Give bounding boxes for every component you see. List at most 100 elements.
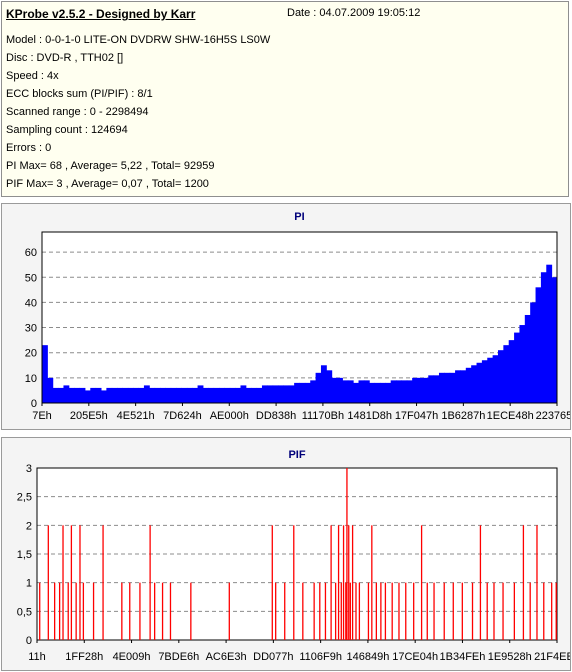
- pi-bar: [213, 387, 220, 403]
- pi-bar: [310, 380, 317, 403]
- pi-bar: [449, 372, 456, 403]
- pi-bar: [438, 372, 445, 403]
- pi-bar: [165, 387, 172, 403]
- pi-bar: [294, 382, 300, 403]
- x-tick-label: 7D624h: [163, 410, 202, 422]
- app-title: KProbe v2.5.2 - Designed by Karr: [6, 7, 196, 21]
- x-tick-label: 1FF28h: [65, 651, 103, 663]
- y-tick-label: 50: [25, 272, 37, 284]
- y-tick-label: 1,5: [17, 549, 32, 561]
- pi-chart-panel: PI 0 10 20 30 40 50 60 7Eh 205E5h 4E521h 7D624h AE00…: [1, 203, 571, 430]
- pi-bar: [428, 375, 435, 403]
- info-disc: Disc : DVD-R , TTH02 []: [6, 52, 124, 64]
- pi-bar: [481, 360, 488, 403]
- pi-bar: [519, 325, 526, 403]
- y-tick-label: 60: [25, 247, 37, 259]
- pi-bar: [272, 385, 279, 403]
- pi-bar: [68, 387, 75, 403]
- x-tick-label: DD077h: [253, 651, 293, 663]
- y-tick-label: 2: [26, 520, 32, 532]
- pi-bar: [278, 385, 284, 403]
- pi-bar: [374, 382, 381, 403]
- pi-bar: [363, 380, 370, 403]
- x-tick-label: 17F047h: [395, 410, 438, 422]
- info-errors: Errors : 0: [6, 142, 52, 154]
- pi-bar: [138, 387, 145, 403]
- pi-bar: [176, 387, 182, 403]
- pi-bar: [514, 332, 520, 403]
- y-tick-label: 10: [25, 373, 37, 385]
- pi-bar: [202, 387, 209, 403]
- info-panel: KProbe v2.5.2 - Designed by Karr Date : …: [1, 1, 569, 197]
- pi-bar: [540, 272, 547, 403]
- x-tick-label: 11h: [28, 651, 46, 663]
- pi-bar: [385, 382, 392, 403]
- pi-bar: [299, 382, 306, 403]
- pi-bar: [186, 387, 193, 403]
- y-tick-label: 2,5: [17, 492, 32, 504]
- pi-bar: [396, 380, 402, 403]
- pi-bar: [149, 387, 156, 403]
- pi-bar: [170, 387, 177, 403]
- pi-bar: [245, 387, 252, 403]
- pi-bar: [63, 385, 70, 403]
- pi-bar: [288, 385, 295, 403]
- pi-bar: [197, 385, 204, 403]
- pi-bar: [47, 377, 54, 403]
- chart-title: PI: [294, 211, 304, 223]
- pi-bar: [106, 387, 113, 403]
- info-sampling-count: Sampling count : 124694: [6, 124, 128, 136]
- info-pif-summary: PIF Max= 3 , Average= 0,07 , Total= 1200: [6, 178, 209, 190]
- x-tick-label: 1481D8h: [347, 410, 392, 422]
- x-tick-label: 11170Bh: [302, 410, 344, 422]
- pi-bar: [433, 375, 440, 403]
- pi-bar: [192, 387, 199, 403]
- pif-chart-panel: PIF 0 0,5 1 1,5 2 2,5 3 11h 1FF28h 4E009h 7BDE6h AC6…: [1, 437, 571, 671]
- pi-bar: [546, 264, 553, 403]
- x-tick-label: DD838h: [256, 410, 296, 422]
- pi-bar: [181, 387, 188, 403]
- y-tick-label: 40: [25, 297, 37, 309]
- pi-bar: [111, 387, 118, 403]
- x-tick-label: 17CE04h: [392, 651, 438, 663]
- pi-bar: [95, 387, 102, 403]
- pi-bar: [412, 377, 419, 403]
- x-tick-label: 223765h: [536, 410, 570, 422]
- pi-bar: [503, 345, 510, 403]
- pi-bar: [535, 287, 542, 403]
- pi-bar: [52, 387, 59, 403]
- pi-bar: [401, 380, 408, 403]
- pi-bar: [379, 382, 386, 403]
- pi-bar: [117, 387, 123, 403]
- pi-bar: [283, 385, 290, 403]
- pi-bar: [224, 387, 231, 403]
- info-ecc-blocks: ECC blocks sum (PI/PIF) : 8/1: [6, 88, 153, 100]
- scan-date: Date : 04.07.2009 19:05:12: [287, 7, 421, 19]
- pi-bar: [122, 387, 129, 403]
- info-speed: Speed : 4x: [6, 70, 59, 82]
- pi-bar: [406, 380, 413, 403]
- pif-chart: PIF 0 0,5 1 1,5 2 2,5 3 11h 1FF28h 4E009h 7BDE6h AC6…: [17, 449, 570, 663]
- plot-border: [41, 231, 558, 404]
- pi-bar: [315, 372, 322, 403]
- pi-bar: [74, 387, 81, 403]
- y-tick-label: 0,5: [17, 606, 32, 618]
- pi-bar: [42, 345, 48, 403]
- x-tick-label: 1E9528h: [488, 651, 532, 663]
- pi-bar: [353, 382, 360, 403]
- pi-bar: [492, 355, 499, 403]
- x-tick-label: 1106F9h: [299, 651, 342, 663]
- pi-bar: [331, 377, 338, 403]
- info-model: Model : 0-0-1-0 LITE-ON DVDRW SHW-16H5S …: [6, 34, 271, 46]
- x-tick-label: 146849h: [346, 651, 389, 663]
- pi-bar: [551, 277, 558, 403]
- pi-bar: [229, 387, 236, 403]
- pi-bar: [508, 340, 515, 403]
- pi-bar: [337, 377, 343, 403]
- x-tick-label: 7Eh: [32, 410, 52, 422]
- y-tick-label: 20: [25, 348, 37, 360]
- pi-bar: [390, 380, 397, 403]
- pi-bar: [471, 365, 478, 403]
- y-tick-label: 3: [26, 463, 32, 475]
- pi-bar: [487, 357, 494, 403]
